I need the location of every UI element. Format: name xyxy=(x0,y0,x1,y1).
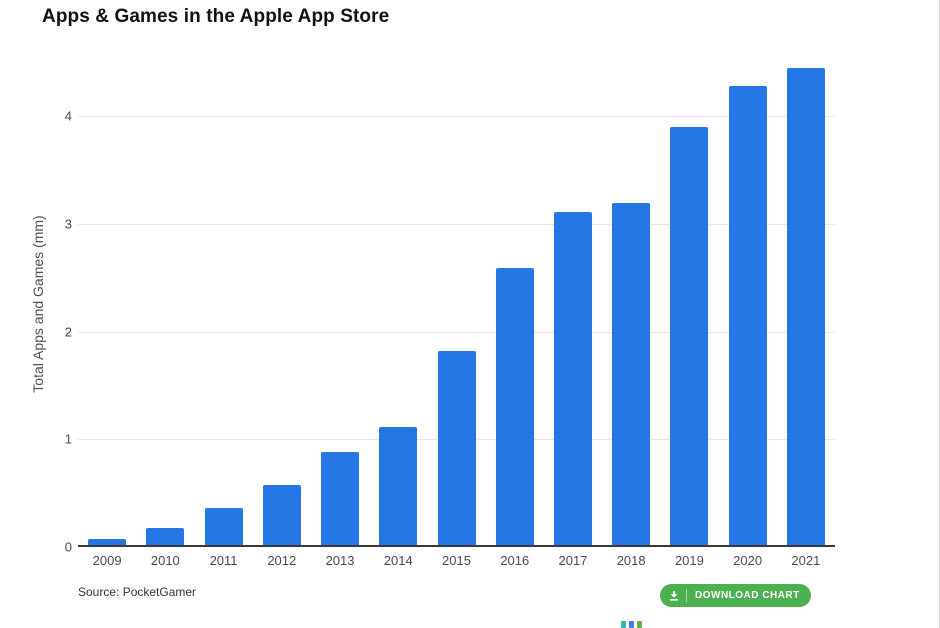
x-tick-label-2010: 2010 xyxy=(150,553,180,568)
partial-logo-mark-3 xyxy=(637,621,642,628)
bar-2018 xyxy=(612,202,651,545)
chart-title: Apps & Games in the Apple App Store xyxy=(42,6,390,27)
y-tick-label-2: 2 xyxy=(64,324,72,340)
source-note: Source: PocketGamer xyxy=(78,585,197,599)
x-tick-label-2021: 2021 xyxy=(791,553,821,568)
bar-2012 xyxy=(262,484,301,545)
download-chart-button[interactable]: DOWNLOAD CHART xyxy=(660,584,811,607)
bar-2009 xyxy=(88,538,127,545)
bar-2017 xyxy=(553,212,592,545)
x-tick-label-2015: 2015 xyxy=(442,553,471,568)
partial-logo-mark-1 xyxy=(621,621,626,628)
download-button-label: DOWNLOAD CHART xyxy=(695,590,800,601)
x-tick-label-2014: 2014 xyxy=(383,553,413,568)
y-tick-label-0: 0 xyxy=(64,539,72,555)
bar-2014 xyxy=(379,426,418,545)
x-tick-label-2017: 2017 xyxy=(558,553,588,568)
bar-2011 xyxy=(204,508,243,545)
bar-chart-plot-area xyxy=(78,57,835,547)
download-icon xyxy=(660,589,687,602)
y-axis-tick-labels: 0 1 2 3 4 xyxy=(38,57,72,555)
bar-2016 xyxy=(495,268,534,545)
bar-2020 xyxy=(728,86,767,545)
x-tick-label-2020: 2020 xyxy=(733,553,763,568)
y-tick-label-4: 4 xyxy=(64,108,72,124)
bar-2015 xyxy=(437,351,476,545)
x-axis-tick-labels: 2009 2010 2011 2012 2013 2014 2015 2016 2017 2018… xyxy=(78,553,835,571)
x-tick-label-2013: 2013 xyxy=(325,553,355,568)
bar-2019 xyxy=(670,127,709,545)
x-tick-label-2009: 2009 xyxy=(92,553,122,568)
bar-2021 xyxy=(786,67,825,545)
y-tick-label-1: 1 xyxy=(64,431,72,447)
bar-2013 xyxy=(321,452,360,545)
x-tick-label-2018: 2018 xyxy=(616,553,646,568)
partial-logo xyxy=(621,621,642,628)
partial-logo-mark-2 xyxy=(629,621,634,628)
y-tick-label-3: 3 xyxy=(64,216,72,232)
gridline-2 xyxy=(78,331,835,333)
x-tick-label-2019: 2019 xyxy=(674,553,704,568)
gridline-3 xyxy=(78,223,835,225)
x-tick-label-2011: 2011 xyxy=(209,553,238,568)
gridline-4 xyxy=(78,116,835,118)
bar-2010 xyxy=(146,527,185,545)
x-tick-label-2016: 2016 xyxy=(500,553,530,568)
x-tick-label-2012: 2012 xyxy=(267,553,297,568)
